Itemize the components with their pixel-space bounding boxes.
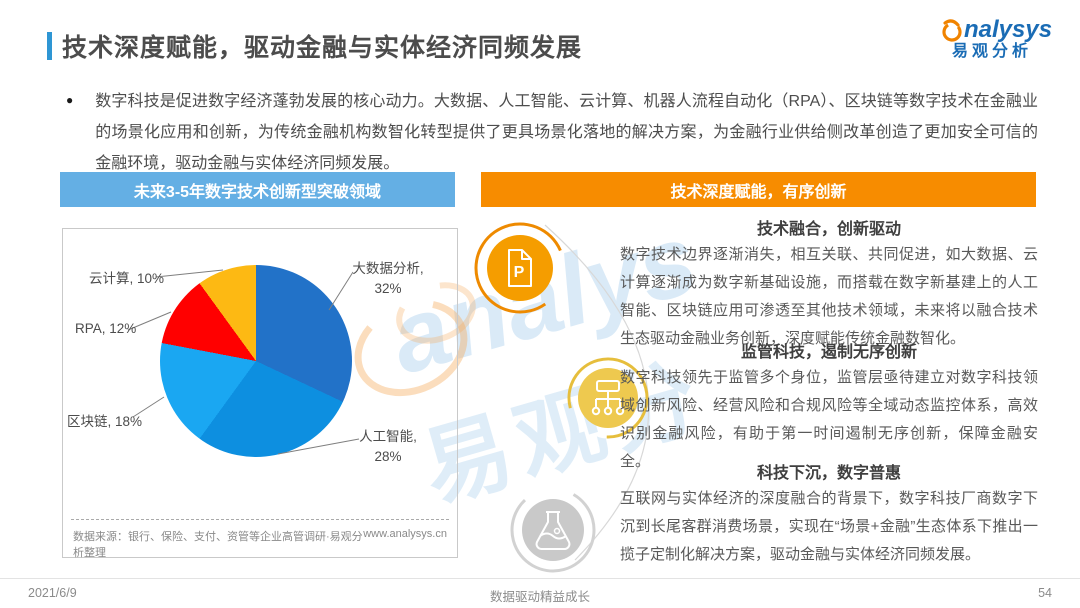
brand-wordmark: nalysys: [964, 16, 1053, 44]
left-panel-header: 未来3-5年数字技术创新型突破领域: [60, 172, 455, 207]
section-2-title: 监管科技，遏制无序创新: [740, 344, 917, 361]
pie-chart: [160, 265, 352, 457]
page-header: 技术深度赋能，驱动金融与实体经济同频发展: [47, 28, 582, 64]
pie-label-big-data: 大数据分析, 32%: [352, 261, 424, 296]
section-3-body: 互联网与实体经济的深度融合的背景下，数字科技厂商数字下沉到长尾客群消费场景，实现…: [620, 490, 1038, 563]
footer-page-number: 54: [1038, 586, 1052, 600]
section-1-body: 数字技术边界逐渐消失，相互关联、共同促进，如大数据、云计算逐渐成为数字新基础设施…: [620, 246, 1038, 347]
flowchart-icon: [567, 357, 649, 439]
bullet-marker: ●: [66, 93, 74, 107]
pie-chart-panel: 大数据分析, 32% 人工智能, 28% 区块链, 18% RPA, 12% 云计算…: [62, 228, 458, 559]
page-title: 技术深度赋能，驱动金融与实体经济同频发展: [62, 34, 583, 62]
section-3-title: 科技下沉，数字普惠: [756, 465, 901, 482]
footer: 2021/6/9 数据驱动精益成长 54: [0, 578, 1080, 608]
pie-label-rpa: RPA, 12%: [75, 321, 137, 336]
source-url: www.analysys.cn: [363, 528, 447, 540]
pie-label-cloud: 云计算, 10%: [89, 271, 165, 286]
section-2-body: 数字科技领先于监管多个身位，监管层亟待建立对数字科技领域创新风险、经营风险和合规…: [620, 369, 1038, 470]
section-1-title: 技术融合，创新驱动: [756, 221, 901, 238]
title-accent-bar: [47, 32, 52, 60]
document-p-icon: P: [474, 222, 566, 314]
brand-logo: nalysys 易观分析: [938, 16, 1052, 61]
brand-wordmark-cn: 易观分析: [952, 43, 1033, 60]
source-divider: [71, 519, 449, 520]
footer-slogan: 数据驱动精益成长: [489, 590, 590, 604]
overview-text: 数字科技是促进数字经济蓬勃发展的核心动力。大数据、人工智能、云计算、机器人流程自…: [95, 93, 1038, 172]
flask-icon: [510, 487, 596, 573]
source-note: 数据来源：银行、保险、支付、资管等企业高管调研·易观分析整理: [73, 531, 363, 559]
pie-label-ai: 人工智能, 28%: [359, 429, 417, 464]
svg-text:P: P: [514, 264, 525, 281]
overview-bullet: ● 数字科技是促进数字经济蓬勃发展的核心动力。大数据、人工智能、云计算、机器人流…: [66, 86, 1038, 179]
right-panel-header: 技术深度赋能，有序创新: [481, 172, 1036, 207]
footer-date: 2021/6/9: [28, 586, 77, 600]
pie-label-blockchain: 区块链, 18%: [67, 414, 143, 429]
logo-swirl-icon: [942, 19, 962, 42]
